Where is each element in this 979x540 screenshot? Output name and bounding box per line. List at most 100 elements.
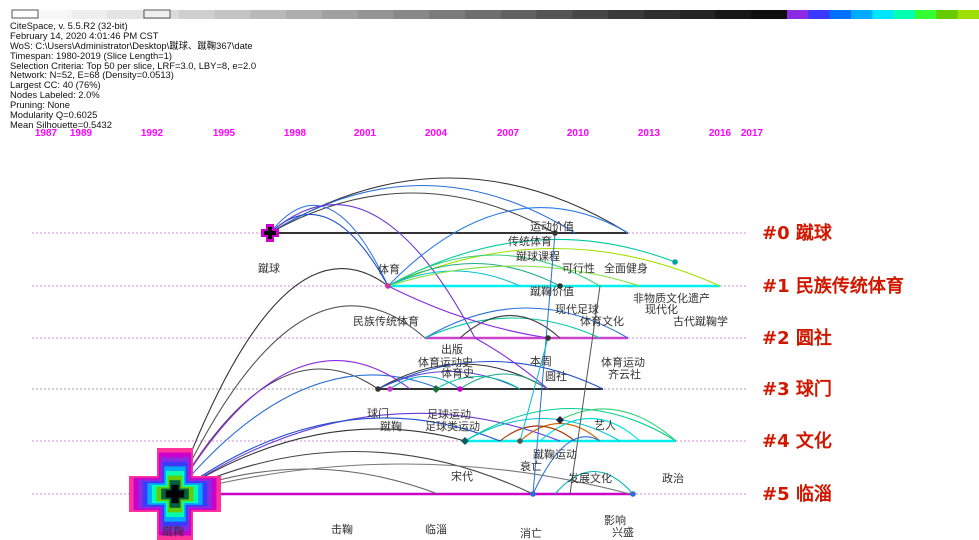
node-label: 蹴鞠价值 <box>530 284 574 298</box>
node-marker[interactable] <box>556 416 564 424</box>
node-label: 可行性 <box>562 261 595 275</box>
node-label: 全面健身 <box>604 261 648 275</box>
color-scale-step <box>71 10 108 19</box>
color-scale-step <box>572 10 609 19</box>
color-scale-marker <box>143 9 171 19</box>
color-scale-step <box>679 10 716 19</box>
citation-arc <box>387 270 521 287</box>
node-label: 古代蹴鞠学 <box>673 314 728 328</box>
citation-arc <box>269 185 576 234</box>
citation-arc <box>174 428 466 495</box>
node-label: 足球类运动 <box>425 419 480 433</box>
cluster-label[interactable]: #0 蹴球 <box>762 222 833 244</box>
node-label: 影响 <box>604 514 626 527</box>
color-scale-step <box>829 10 852 19</box>
citation-arc <box>424 317 601 339</box>
network-node[interactable] <box>387 386 393 392</box>
network-node[interactable] <box>385 283 391 289</box>
network-summary: CiteSpace, v. 5.5.R2 (32-bit) February 14… <box>10 21 256 130</box>
year-label: 2010 <box>567 128 590 139</box>
color-scale-step <box>321 10 359 19</box>
node-label: 宋代 <box>451 469 473 483</box>
node-label: 临淄 <box>425 522 447 536</box>
citation-arc <box>387 285 549 339</box>
color-scale-step <box>787 10 809 19</box>
cluster-label[interactable]: #4 文化 <box>762 430 832 452</box>
year-label: 2013 <box>638 128 661 139</box>
citation-link <box>569 285 601 495</box>
citation-arc <box>459 314 561 339</box>
citation-arc <box>424 307 629 339</box>
year-label: 2004 <box>425 128 448 139</box>
year-label: 1998 <box>284 128 307 139</box>
color-scale-step <box>107 10 144 19</box>
node-label: 蹴鞠 <box>380 419 402 433</box>
year-label: 2016 <box>709 128 732 139</box>
node-label: 击鞠 <box>331 522 353 536</box>
node-label: 发展文化 <box>568 471 612 485</box>
color-scale-step <box>465 10 502 19</box>
citation-arc <box>464 417 621 442</box>
year-label: 1992 <box>141 128 164 139</box>
node-label: 出版 <box>441 342 463 356</box>
node-label: 兴盛 <box>612 525 634 539</box>
node-label: 衰亡 <box>520 459 542 473</box>
citation-arc <box>554 471 634 495</box>
year-label: 2001 <box>354 128 377 139</box>
node-label: 体育运动 <box>601 355 645 369</box>
color-scale-step <box>178 10 216 19</box>
node-cuqiu[interactable] <box>261 224 279 242</box>
summary-line: Selection Criteria: Top 50 per slice, LR… <box>10 59 257 71</box>
color-scale-step <box>751 10 788 19</box>
node-marker[interactable] <box>432 385 440 393</box>
year-label: 1995 <box>213 128 236 139</box>
color-scale-step <box>957 10 979 19</box>
citation-arc <box>174 305 426 495</box>
cluster-label[interactable]: #5 临淄 <box>762 483 832 505</box>
network-node[interactable] <box>552 230 558 236</box>
citation-arc <box>269 192 556 234</box>
summary-line: Pruning: None <box>10 99 70 111</box>
network-node[interactable] <box>545 335 551 341</box>
network-node[interactable] <box>530 491 536 497</box>
summary-line: WoS: C:\Users\Administrator\Desktop\蹴球、蹴… <box>10 39 253 51</box>
network-node[interactable] <box>517 438 523 444</box>
citation-arc <box>435 375 521 390</box>
citation-arc <box>389 376 461 390</box>
cluster-label[interactable]: #3 球门 <box>762 378 832 400</box>
network-node[interactable] <box>375 386 381 392</box>
node-marker[interactable] <box>461 437 469 445</box>
network-node[interactable] <box>630 491 636 497</box>
color-scale-step <box>250 10 287 19</box>
color-scale-step <box>936 10 959 19</box>
network-node[interactable] <box>672 259 678 265</box>
citation-arc <box>174 417 501 495</box>
color-scale-step <box>872 10 895 19</box>
node-label: 足球运动 <box>427 407 471 421</box>
cluster-label[interactable]: #2 圆社 <box>762 327 832 349</box>
color-scale-step <box>393 10 430 19</box>
node-label: 圆社 <box>545 369 567 383</box>
node-label: 蹴鞠 <box>162 524 184 538</box>
cluster-label[interactable]: #1 民族传统体育 <box>762 275 904 297</box>
node-label: 消亡 <box>520 526 542 540</box>
color-scale-step <box>643 10 681 19</box>
color-scale-step <box>536 10 573 19</box>
node-label: 政治 <box>662 471 684 485</box>
citation-arc <box>387 207 629 287</box>
summary-line: CiteSpace, v. 5.5.R2 (32-bit) <box>10 20 128 31</box>
summary-line: Largest CC: 40 (76%) <box>10 79 101 91</box>
color-scale-step <box>429 10 466 19</box>
color-scale-step <box>851 10 873 19</box>
year-label: 2017 <box>741 128 764 139</box>
node-label: 蹴鞠运动 <box>533 447 577 461</box>
node-label: 齐云社 <box>608 367 641 381</box>
network-node[interactable] <box>557 283 563 289</box>
color-scale-step <box>357 10 394 19</box>
node-label: 本周 <box>530 354 552 368</box>
network-node[interactable] <box>457 386 463 392</box>
node-label: 民族传统体育 <box>353 314 419 328</box>
color-scale-step <box>608 10 645 19</box>
node-cuju-hub[interactable] <box>129 448 221 540</box>
